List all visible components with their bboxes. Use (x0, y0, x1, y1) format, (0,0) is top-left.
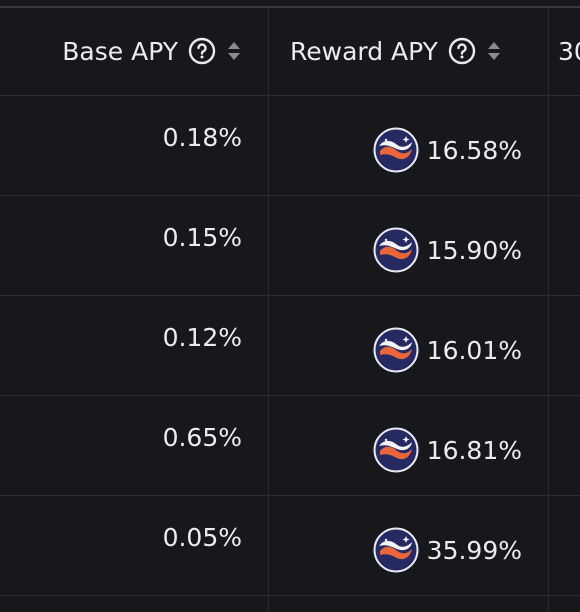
token-icon (373, 127, 419, 173)
base-apy: 0.15% (162, 222, 242, 252)
base-apy: 0.12% (162, 322, 242, 352)
token-icon (373, 227, 419, 273)
top-border (0, 6, 580, 8)
header-base-apy[interactable]: Base APY (62, 33, 242, 69)
help-icon[interactable] (188, 37, 216, 65)
reward-apy: 16.58% (426, 135, 522, 165)
token-icon (373, 427, 419, 473)
sort-icon[interactable] (226, 39, 242, 63)
reward-apy: 35.99% (426, 535, 522, 565)
reward-apy: 16.81% (426, 435, 522, 465)
header-text: Base APY (62, 36, 178, 66)
row-divider (0, 395, 580, 396)
row-divider (0, 495, 580, 496)
header-reward-apy[interactable]: Reward APY (290, 33, 502, 69)
token-icon (373, 527, 419, 573)
reward-apy-cell: 35.99% (373, 527, 522, 573)
reward-apy-cell: 16.01% (373, 327, 522, 373)
column-divider (268, 8, 269, 612)
header-text: Reward APY (290, 36, 438, 66)
base-apy: 0.05% (162, 522, 242, 552)
row-divider (0, 295, 580, 296)
help-icon[interactable] (448, 37, 476, 65)
sort-icon[interactable] (486, 39, 502, 63)
base-apy: 0.65% (162, 422, 242, 452)
reward-apy: 16.01% (426, 335, 522, 365)
reward-apy-cell: 16.81% (373, 427, 522, 473)
column-divider (548, 8, 549, 612)
token-icon (373, 327, 419, 373)
reward-apy-cell: 16.58% (373, 127, 522, 173)
row-divider (0, 595, 580, 596)
header-text: 30 (558, 36, 580, 66)
row-divider (0, 95, 580, 96)
reward-apy: 15.90% (426, 235, 522, 265)
reward-apy-cell: 15.90% (373, 227, 522, 273)
header-30d[interactable]: 30 (558, 33, 580, 69)
base-apy: 0.18% (162, 122, 242, 152)
row-divider (0, 195, 580, 196)
